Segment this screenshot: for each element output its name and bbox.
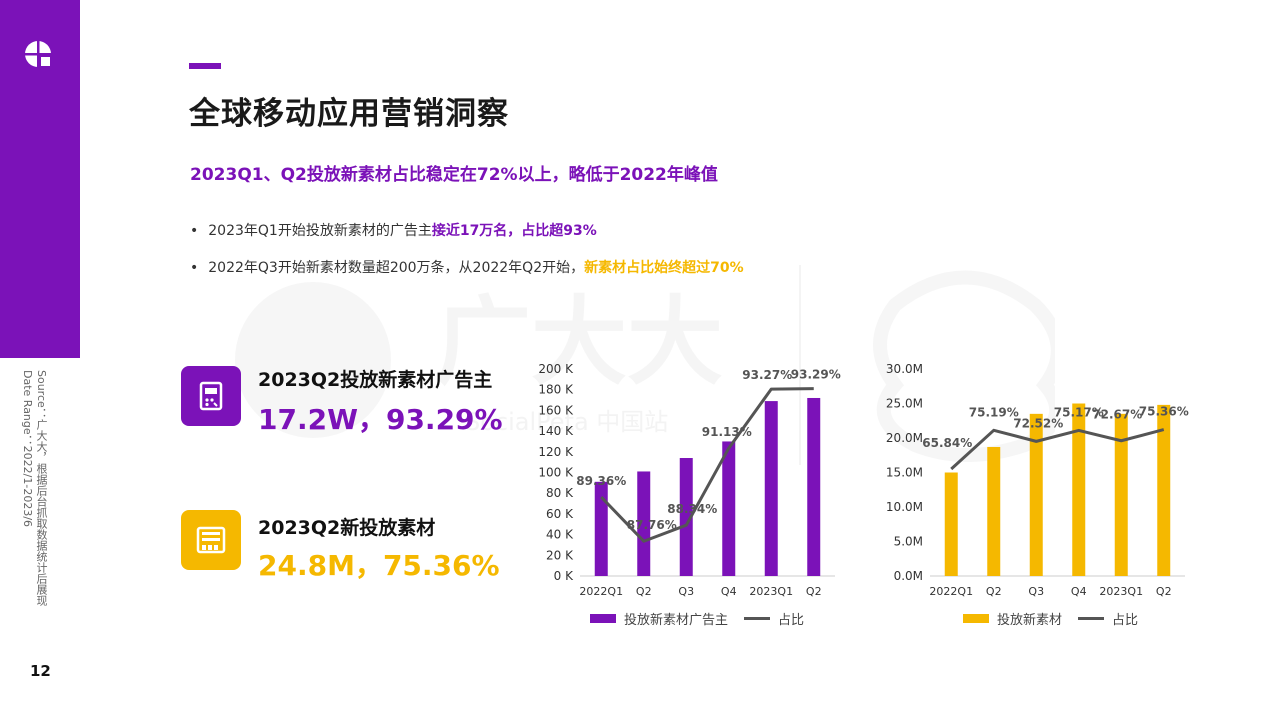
bar: [1114, 413, 1128, 576]
legend-label-bar: 投放新素材: [997, 613, 1063, 628]
data-label: 91.13%: [702, 425, 752, 439]
x-tick-label: Q4: [1071, 585, 1087, 598]
legend-swatch-bar: [963, 614, 989, 623]
bullet-text: 2022年Q3开始新素材数量超200万条，从2022年Q2开始，: [208, 260, 585, 276]
creatives-chart: 0.0M 5.0M 10.0M 15.0M 20.0M 25.0M 30.0M 2022Q1 Q…: [886, 362, 1189, 598]
kpi-value-creatives: 24.8M，75.36%: [258, 549, 500, 582]
bar: [1029, 413, 1043, 576]
y-tick-label: 120 K: [538, 445, 574, 459]
x-tick-label: Q2: [806, 585, 822, 598]
legend-label-bar: 投放新素材广告主: [624, 613, 729, 628]
data-label: 87.76%: [627, 518, 677, 532]
y-tick-label: 100 K: [538, 466, 574, 480]
y-tick-label: 0.0M: [894, 569, 923, 583]
page-subtitle: 2023Q1、Q2投放新素材占比稳定在72%以上，略低于2022年峰值: [190, 165, 718, 185]
bullet-item: • 2022年Q3开始新素材数量超200万条，从2022年Q2开始，新素材占比始终…: [190, 260, 744, 276]
bullet-highlight: 接近17万名，占比超93%: [431, 223, 597, 239]
bullet-text: 2023年Q1开始投放新素材的广告主: [208, 223, 432, 239]
legend-advertisers-chart: 投放新素材广告主 占比: [590, 609, 804, 628]
y-tick-label: 180 K: [538, 383, 574, 397]
bar: [679, 458, 693, 576]
source-note: Source：广大大，根据后台抓取数据统计后展现 Date Range：2022…: [20, 370, 48, 606]
y-tick-label: 20 K: [546, 548, 574, 562]
y-tick-label: 25.0M: [886, 397, 923, 411]
page-number: 12: [30, 662, 51, 680]
data-label: 72.67%: [1092, 408, 1142, 422]
date-range-line: Date Range：2022/1-2023/6: [21, 370, 34, 528]
x-tick-label: Q2: [1156, 585, 1172, 598]
data-label: 75.36%: [1139, 405, 1189, 419]
sidebar: [0, 0, 80, 358]
y-tick-label: 60 K: [546, 507, 574, 521]
data-label: 75.17%: [1054, 405, 1104, 419]
line-series: [950, 428, 1165, 471]
y-tick-label: 0 K: [554, 569, 574, 583]
kpi-label-creatives: 2023Q2新投放素材: [258, 517, 436, 539]
data-label: 89.36%: [576, 474, 626, 488]
kpi-value-advertisers: 17.2W，93.29%: [258, 403, 503, 436]
y-tick-label: 5.0M: [894, 535, 923, 549]
bar: [764, 401, 778, 576]
creative-icon: [181, 510, 241, 570]
legend-swatch-line: [1078, 617, 1105, 620]
legend-creatives-chart: 投放新素材 占比: [963, 609, 1138, 628]
data-label: 93.29%: [791, 368, 841, 382]
bar: [1157, 404, 1171, 576]
y-tick-label: 40 K: [546, 528, 574, 542]
advertiser-icon: [181, 366, 241, 426]
title-accent-bar: [189, 63, 221, 69]
y-tick-label: 30.0M: [886, 362, 923, 376]
y-tick-label: 15.0M: [886, 466, 923, 480]
x-tick-label: Q3: [1028, 585, 1044, 598]
legend-swatch-bar: [590, 614, 616, 623]
x-tick-label: 2022Q1: [929, 585, 973, 598]
legend-label-line: 占比: [1112, 613, 1139, 628]
page-title: 全球移动应用营销洞察: [189, 96, 509, 132]
kpi-label-advertisers: 2023Q2投放新素材广告主: [258, 369, 493, 391]
bar: [637, 471, 651, 576]
bullet-item: • 2023年Q1开始投放新素材的广告主接近17万名，占比超93%: [190, 223, 597, 239]
bar: [594, 481, 608, 576]
legend-swatch-line: [744, 617, 771, 620]
x-tick-label: Q2: [636, 585, 652, 598]
bar: [807, 397, 821, 576]
data-label: 88.34%: [667, 502, 717, 516]
advertisers-chart: 0 K 20 K 40 K 60 K 80 K 100 K 120 K 140 K 160 K 1…: [538, 362, 841, 598]
bar: [1072, 403, 1086, 576]
line-series: [600, 387, 814, 543]
legend-label-line: 占比: [778, 613, 805, 628]
x-tick-label: Q3: [678, 585, 694, 598]
source-line: Source：广大大，根据后台抓取数据统计后展现: [35, 370, 48, 606]
logo-icon: [24, 40, 52, 68]
y-tick-label: 10.0M: [886, 500, 923, 514]
x-tick-label: Q2: [986, 585, 1002, 598]
data-label: 65.84%: [922, 436, 972, 450]
x-tick-label: 2022Q1: [579, 585, 623, 598]
bullet-highlight: 新素材占比始终超过70%: [584, 260, 744, 276]
bar: [722, 441, 736, 576]
data-label: 72.52%: [1013, 416, 1063, 430]
y-tick-label: 200 K: [538, 362, 574, 376]
x-tick-label: 2023Q1: [1099, 585, 1143, 598]
x-tick-label: Q4: [721, 585, 737, 598]
bar: [944, 472, 958, 576]
bar: [987, 446, 1001, 576]
x-tick-label: 2023Q1: [749, 585, 793, 598]
data-label: 93.27%: [742, 368, 792, 382]
y-tick-label: 80 K: [546, 486, 574, 500]
data-label: 75.19%: [969, 405, 1019, 419]
y-tick-label: 20.0M: [886, 431, 923, 445]
y-tick-label: 140 K: [538, 424, 574, 438]
y-tick-label: 160 K: [538, 403, 574, 417]
